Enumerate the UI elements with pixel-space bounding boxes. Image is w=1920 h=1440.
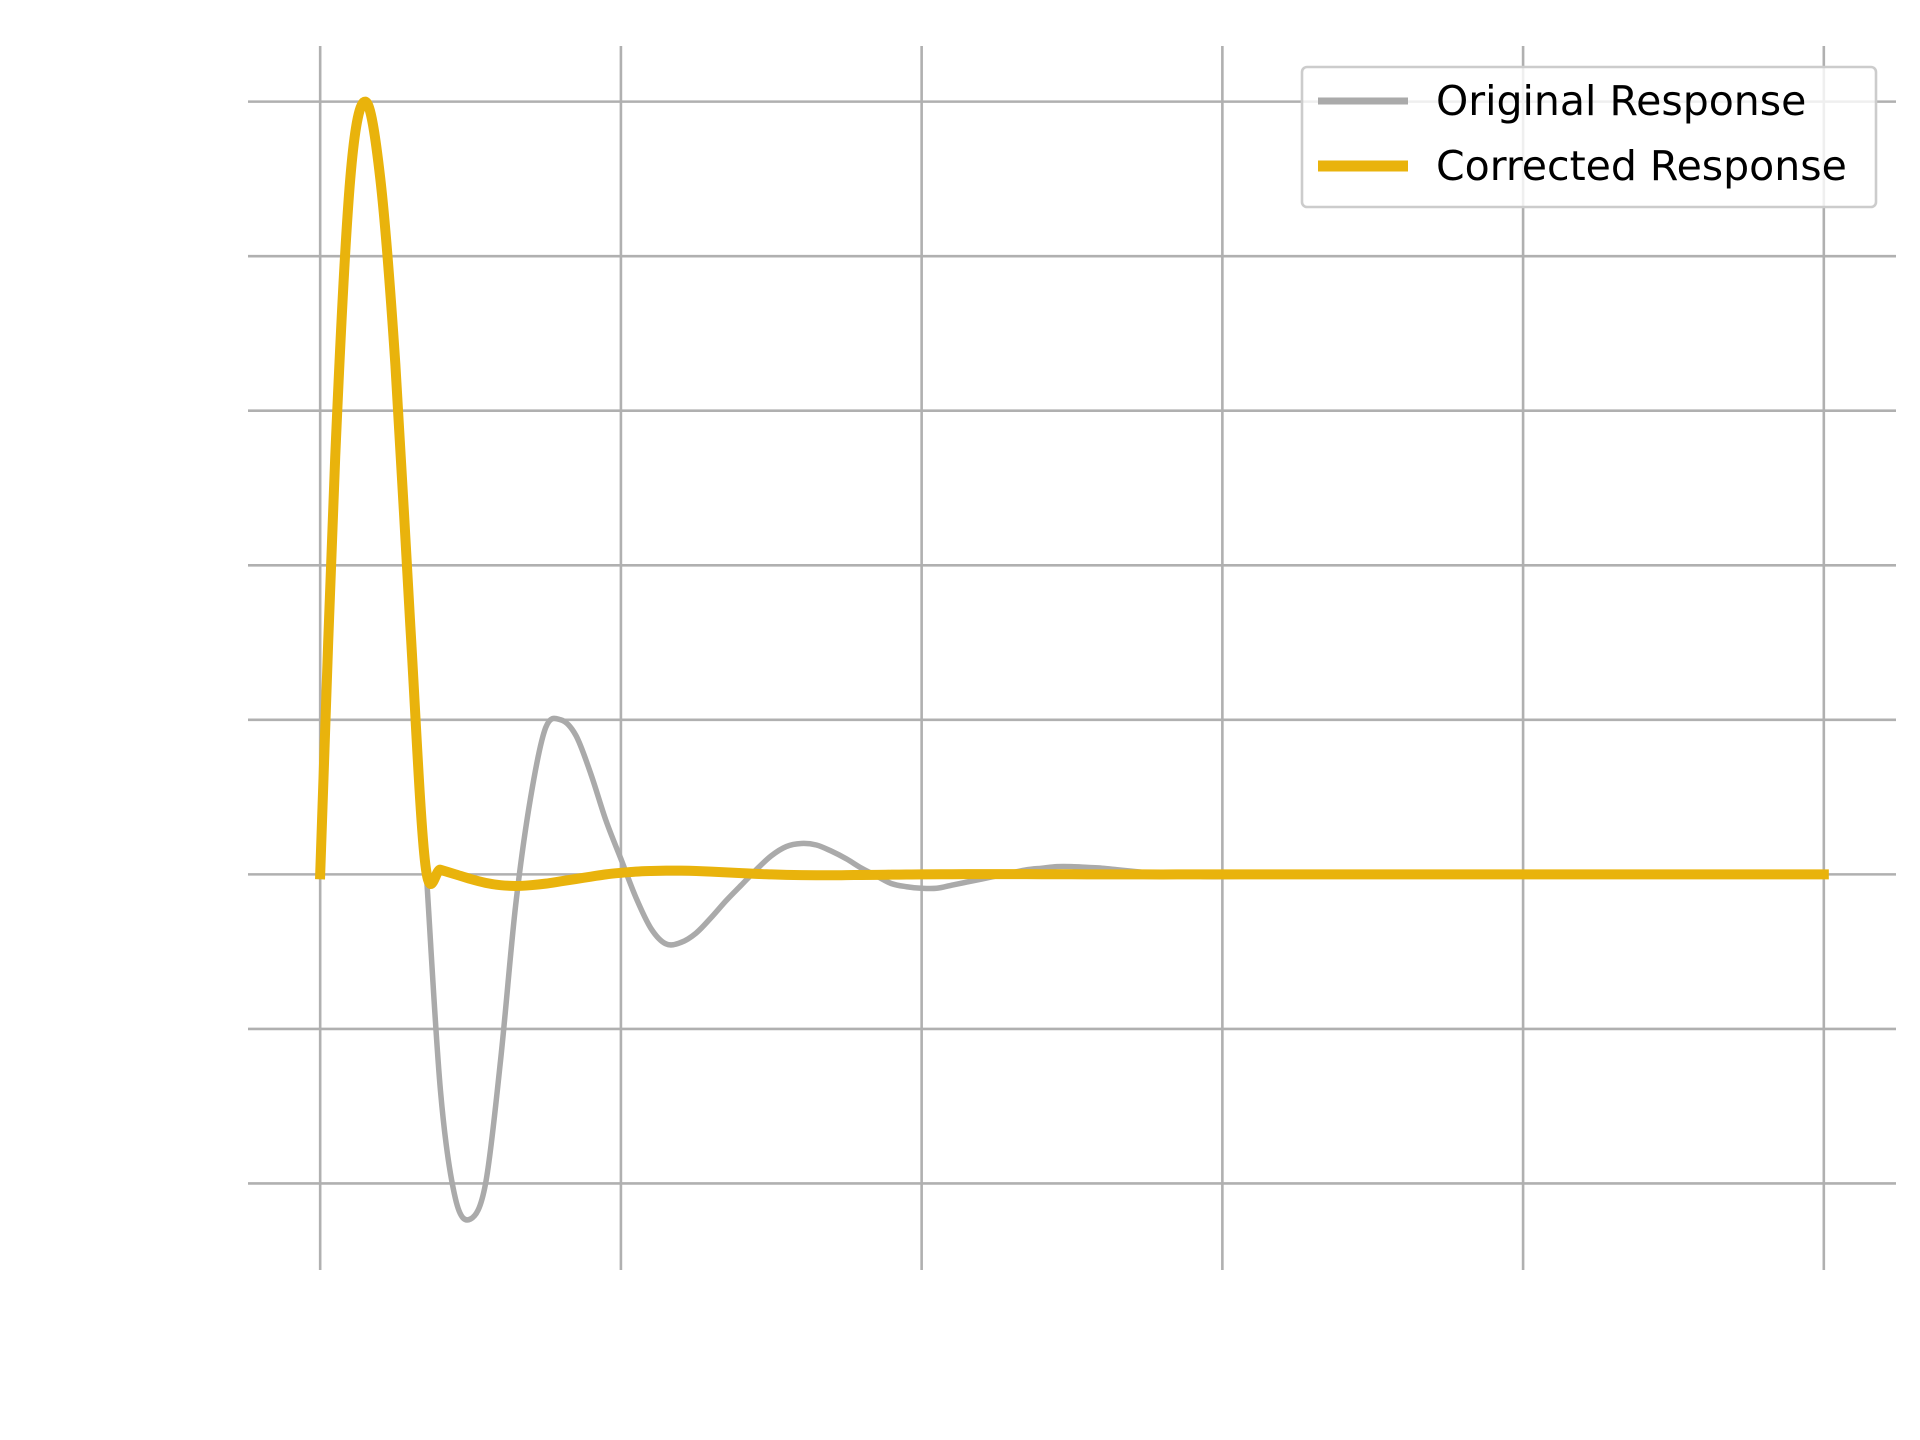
y-gridlines (248, 100, 1896, 1185)
series-layer (315, 96, 1829, 1223)
series-line-original (317, 98, 1827, 1223)
legend-label-original: Original Response (1436, 77, 1806, 125)
x-gridlines (318, 46, 1826, 1270)
legend: Original Response Corrected Response (1300, 65, 1878, 209)
legend-label-corrected: Corrected Response (1436, 142, 1847, 190)
legend-box (1300, 65, 1878, 209)
series-line-corrected (315, 96, 1829, 891)
